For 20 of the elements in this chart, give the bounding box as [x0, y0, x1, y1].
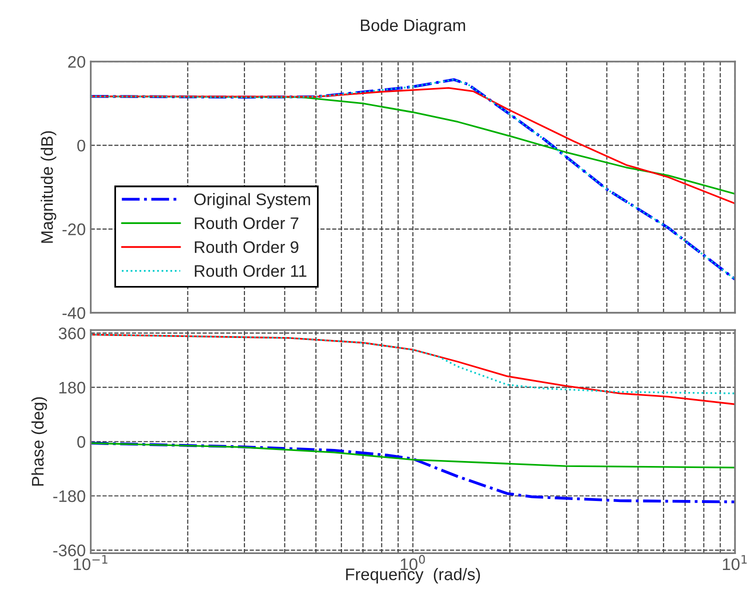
y-axis-title: Phase (deg) [31, 397, 47, 486]
x-axis-title: Frequency (rad/s) [346, 568, 480, 584]
legend-label: Routh Order 7 [194, 216, 298, 230]
y-tick-label: 360 [58, 328, 86, 340]
legend-label: Routh Order 9 [194, 240, 298, 254]
y-tick-label: -40 [62, 307, 86, 319]
chart-title: Bode Diagram [360, 18, 466, 34]
y-tick-label: -360 [53, 544, 86, 556]
y-tick-label: 180 [59, 382, 86, 394]
y-tick-label: 20 [68, 56, 86, 68]
legend-label: Original System [194, 193, 310, 209]
y-tick-label: -180 [53, 490, 86, 502]
x-tick-label: 10$^{−1}$ [74, 555, 108, 570]
y-tick-label: 0 [77, 140, 86, 152]
y-axis-title: Magnitude (dB) [40, 131, 56, 243]
y-tick-label: 0 [77, 436, 86, 448]
x-tick-label: 10$^{1}$ [722, 555, 747, 570]
legend-label: Routh Order 11 [194, 264, 306, 277]
x-tick-label: 10$^{0}$ [400, 554, 425, 570]
y-tick-label: -20 [62, 223, 86, 236]
